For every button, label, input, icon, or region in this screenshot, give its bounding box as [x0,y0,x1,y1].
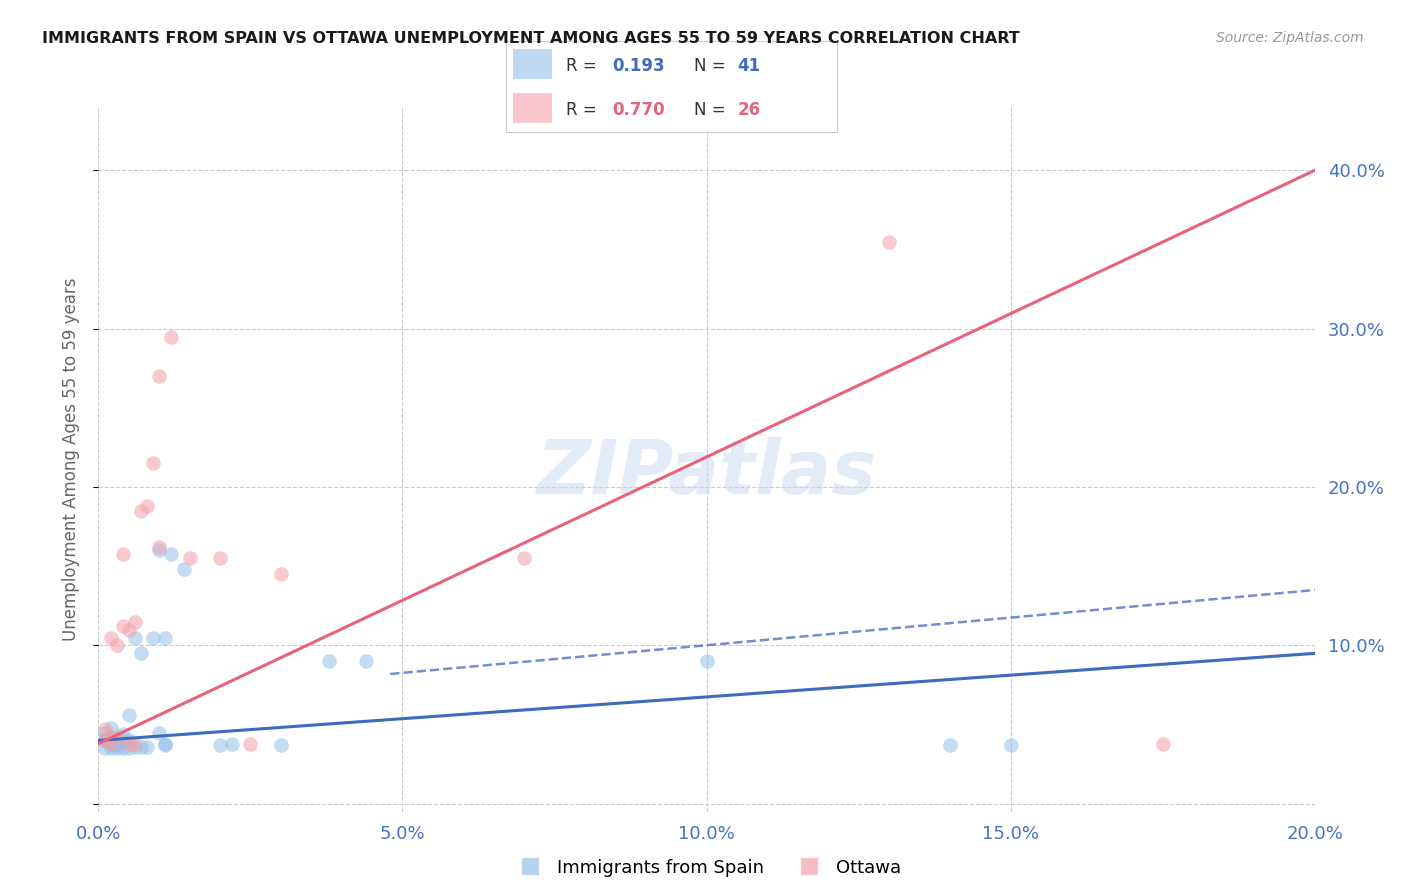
Point [100,721,122,735]
Point [1000,738,1022,752]
Point [93,733,115,747]
Legend: Immigrants from Spain, Ottawa: Immigrants from Spain, Ottawa [505,851,908,884]
Point [111,733,134,747]
Y-axis label: Unemployment Among Ages 55 to 59 years: Unemployment Among Ages 55 to 59 years [62,277,80,641]
Point [105,639,128,653]
Point [105,737,128,751]
Point [155,631,177,645]
Text: N =: N = [695,57,731,75]
Text: 0.193: 0.193 [612,57,665,75]
Point [93,723,115,737]
Point [93,725,115,739]
Point [239,737,262,751]
Point [111,741,134,756]
Text: Source: ZipAtlas.com: Source: ZipAtlas.com [1216,31,1364,45]
Point [1152,737,1174,751]
Point [118,623,141,637]
Text: ZIPatlas: ZIPatlas [537,437,876,510]
Point [93,733,115,747]
Point [105,741,128,756]
Point [100,737,122,751]
Text: 0.770: 0.770 [612,102,665,120]
Point [221,737,243,751]
Point [100,731,122,745]
Point [173,562,195,576]
Point [124,631,146,645]
Point [100,731,122,745]
Point [124,737,146,751]
Text: IMMIGRANTS FROM SPAIN VS OTTAWA UNEMPLOYMENT AMONG AGES 55 TO 59 YEARS CORRELATI: IMMIGRANTS FROM SPAIN VS OTTAWA UNEMPLOY… [42,31,1019,46]
Point [129,739,152,754]
Point [354,654,377,668]
Text: R =: R = [565,102,602,120]
Text: R =: R = [565,57,602,75]
Point [118,708,141,723]
Point [179,551,201,566]
Point [142,456,165,470]
Point [142,631,165,645]
Point [105,731,128,745]
Point [105,738,128,752]
Point [93,733,115,747]
Point [148,369,170,384]
Text: N =: N = [695,102,731,120]
Point [209,551,232,566]
Point [148,543,170,558]
Point [118,737,141,751]
Point [136,739,159,754]
Point [93,741,115,756]
Point [209,738,232,752]
Point [270,567,292,582]
Point [318,654,340,668]
Text: 26: 26 [737,102,761,120]
Point [270,738,292,752]
Point [100,733,122,747]
Point [118,741,141,756]
Point [129,504,152,518]
Point [148,541,170,555]
Point [148,725,170,739]
Point [111,727,134,741]
Point [93,733,115,747]
Text: 41: 41 [737,57,761,75]
Point [111,619,134,633]
Point [129,646,152,660]
Point [100,741,122,756]
Point [124,615,146,629]
Point [111,547,134,561]
Point [160,547,183,561]
Point [118,733,141,747]
Point [696,654,718,668]
Point [100,631,122,645]
Bar [513,49,553,79]
Point [513,551,536,566]
Point [105,733,128,747]
Point [124,739,146,754]
Point [877,235,900,249]
Point [160,329,183,343]
Point [155,737,177,751]
Point [136,499,159,513]
Point [155,738,177,752]
Point [100,737,122,751]
Point [939,738,962,752]
Bar [513,93,553,123]
